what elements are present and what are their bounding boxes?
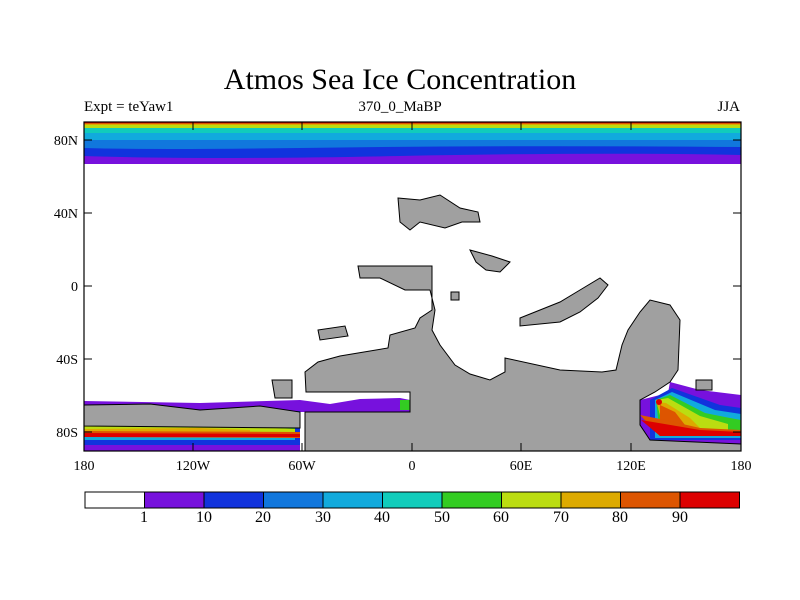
lon-label: 60E [510, 459, 533, 474]
colorbar-swatch [560, 491, 621, 509]
land-small-island [317, 325, 349, 341]
land-main-continent [304, 265, 741, 451]
land-islet [450, 291, 460, 301]
colorbar-swatch [84, 491, 145, 509]
lon-label: 180 [731, 459, 752, 474]
colorbar-label: 30 [315, 509, 331, 526]
colorbar-label: 40 [374, 509, 390, 526]
land-west-fragment [271, 379, 293, 399]
colorbar-swatch [322, 491, 383, 509]
colorbar-swatch [263, 491, 324, 509]
season-label: JJA [717, 99, 740, 115]
colorbar-label: 10 [196, 509, 212, 526]
colorbar-label: 90 [672, 509, 688, 526]
map-plot-area [84, 122, 741, 451]
map-title: Atmos Sea Ice Concentration [223, 63, 577, 96]
lon-label: 60W [288, 459, 316, 474]
lat-label: 40S [56, 353, 78, 368]
lon-label: 120E [616, 459, 646, 474]
latitude-labels: 80N 40N 0 40S 80S [54, 134, 78, 441]
colorbar-label: 50 [434, 509, 450, 526]
longitude-labels: 180 120W 60W 0 60E 120E 180 [74, 459, 752, 474]
colorbar-swatch [501, 491, 562, 509]
period-label: 370_0_MaBP [358, 99, 442, 115]
colorbar-label: 1 [140, 509, 148, 526]
colorbar-label: 70 [553, 509, 569, 526]
colorbar [84, 491, 740, 509]
lon-label: 180 [74, 459, 95, 474]
lon-label: 120W [176, 459, 211, 474]
lat-label: 0 [71, 280, 78, 295]
colorbar-swatch [620, 491, 681, 509]
land-masses [84, 194, 741, 451]
colorbar-label: 60 [493, 509, 509, 526]
lat-label: 40N [54, 207, 78, 222]
land-islet-east [695, 379, 713, 391]
colorbar-swatch [203, 491, 264, 509]
land-south-west [84, 403, 301, 429]
colorbar-label: 20 [255, 509, 271, 526]
colorbar-swatch [441, 491, 502, 509]
antarctic-sea-ice-east [640, 382, 741, 451]
colorbar-swatch [679, 491, 740, 509]
lat-label: 80S [56, 426, 78, 441]
experiment-label: Expt = teYaw1 [84, 99, 174, 115]
lat-label: 80N [54, 134, 78, 149]
land-north-islands [469, 249, 511, 273]
colorbar-swatch [144, 491, 205, 509]
colorbar-swatch [382, 491, 443, 509]
axis-ticks [84, 122, 741, 451]
land-peninsula-east [519, 277, 609, 327]
land-north [397, 194, 481, 231]
colorbar-label: 80 [612, 509, 628, 526]
colorbar-labels: 1 10 20 30 40 50 60 70 80 90 [140, 509, 688, 526]
lon-label: 0 [409, 459, 416, 474]
